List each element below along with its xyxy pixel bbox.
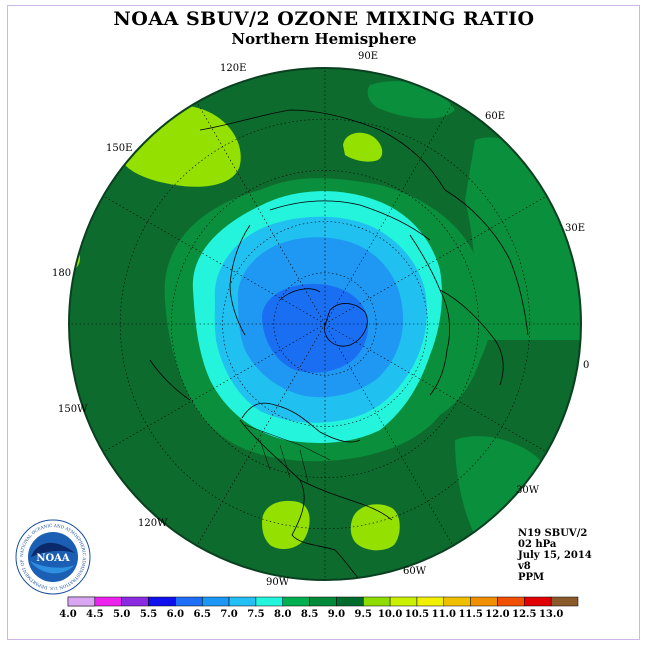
colorbar-tick-label: 4.0 (59, 609, 76, 620)
meridian-line (324, 323, 454, 546)
colorbar-swatch (121, 596, 149, 607)
colorbar-tick-label: 5.5 (140, 609, 157, 620)
map-title: NOAA SBUV/2 OZONE MIXING RATIO (113, 8, 535, 30)
graticule (69, 68, 581, 580)
latitude-circle (273, 272, 377, 376)
colorbar-swatch (255, 596, 283, 607)
meridian-line (324, 102, 454, 325)
colorbar-swatch (443, 596, 471, 607)
colorbar-tick-label: 9.5 (355, 609, 372, 620)
colorbar-tick-label: 12.0 (485, 609, 509, 620)
lon-label-150e: 150E (106, 143, 133, 154)
lon-label-120e: 120E (220, 63, 247, 74)
coastlines (149, 109, 529, 580)
meridian-line (324, 195, 547, 325)
noaa-logo: NOAA NATIONAL OCEANIC AND ATMOSPHERIC AD… (15, 519, 91, 595)
colorbar-tick-label: 11.0 (432, 609, 456, 620)
colorbar-swatch (336, 596, 364, 607)
lon-label-60w: 60W (403, 566, 427, 577)
info-version: v8 (518, 561, 531, 572)
colorbar-tick-label: 12.5 (512, 609, 536, 620)
logo-text: NOAA (36, 553, 70, 564)
colorbar-swatch (550, 596, 579, 607)
map-boundary (68, 67, 582, 581)
colorbar-tick-label: 4.5 (86, 609, 103, 620)
colorbar: 4.0 4.5 5.0 5.5 6.0 6.5 7.0 7.5 8.0 8.5 9.0 9.5 10.0… (59, 596, 579, 620)
colorbar-swatch (228, 596, 257, 607)
meridian-line (196, 323, 326, 546)
colorbar-swatch (67, 596, 96, 607)
lon-label-120w: 120W (138, 518, 168, 529)
field-9-0-9-5-siberia (343, 132, 383, 162)
lon-label-30w: 30W (516, 485, 540, 496)
colorbar-tick-label: 5.0 (113, 609, 130, 620)
colorbar-swatch (201, 596, 230, 607)
colorbar-swatch (148, 596, 176, 607)
lon-label-150w: 150W (58, 404, 88, 415)
lon-label-90w: 90W (266, 577, 290, 588)
colorbar-tick-label: 10.0 (378, 609, 402, 620)
colorbar-tick-label: 11.5 (458, 609, 482, 620)
field-6-0-6-5 (262, 283, 369, 373)
map-subtitle: Northern Hemisphere (231, 30, 417, 48)
lon-label-180: 180 (52, 268, 72, 279)
lon-label-0: 0 (583, 360, 590, 371)
colorbar-tick-label: 9.0 (328, 609, 345, 620)
colorbar-tick-label: 8.5 (301, 609, 318, 620)
colorbar-swatch (363, 596, 391, 607)
colorbar-tick-label: 6.5 (194, 609, 211, 620)
colorbar-swatch (389, 596, 418, 607)
colorbar-swatch (175, 596, 203, 607)
meridian-line (103, 195, 326, 325)
colorbar-swatch (282, 596, 310, 607)
latitude-circle (222, 221, 428, 427)
info-units: PPM (518, 572, 545, 583)
colorbar-tick-label: 13.0 (539, 609, 563, 620)
field-9-0-9-5-atlantic (350, 504, 400, 551)
colorbar-swatch (416, 596, 445, 607)
lon-label-30e: 30E (565, 223, 586, 234)
lon-label-60e: 60E (485, 111, 506, 122)
meridian-line (196, 102, 326, 325)
colorbar-tick-label: 7.0 (220, 609, 237, 620)
ozone-field (69, 68, 581, 580)
latitude-circle (171, 170, 479, 478)
meridian-line (103, 323, 326, 453)
colorbar-swatch (524, 596, 552, 607)
field-8-0-8-5-east (465, 137, 580, 340)
colorbar-tick-label: 6.0 (167, 609, 184, 620)
page-frame (7, 5, 640, 640)
info-instrument: N19 SBUV/2 (518, 528, 588, 539)
info-date: July 15, 2014 (518, 550, 592, 561)
colorbar-tick-label: 10.5 (405, 609, 429, 620)
meridian-line (324, 323, 547, 453)
colorbar-swatch (309, 596, 337, 607)
colorbar-swatch (94, 596, 122, 607)
state-boundaries (244, 424, 331, 483)
colorbar-tick-label: 7.5 (247, 609, 264, 620)
info-level: 02 hPa (518, 539, 557, 550)
lon-label-90e: 90E (358, 51, 379, 62)
colorbar-tick-label: 8.0 (274, 609, 291, 620)
colorbar-swatch (497, 596, 525, 607)
colorbar-swatch (470, 596, 498, 607)
